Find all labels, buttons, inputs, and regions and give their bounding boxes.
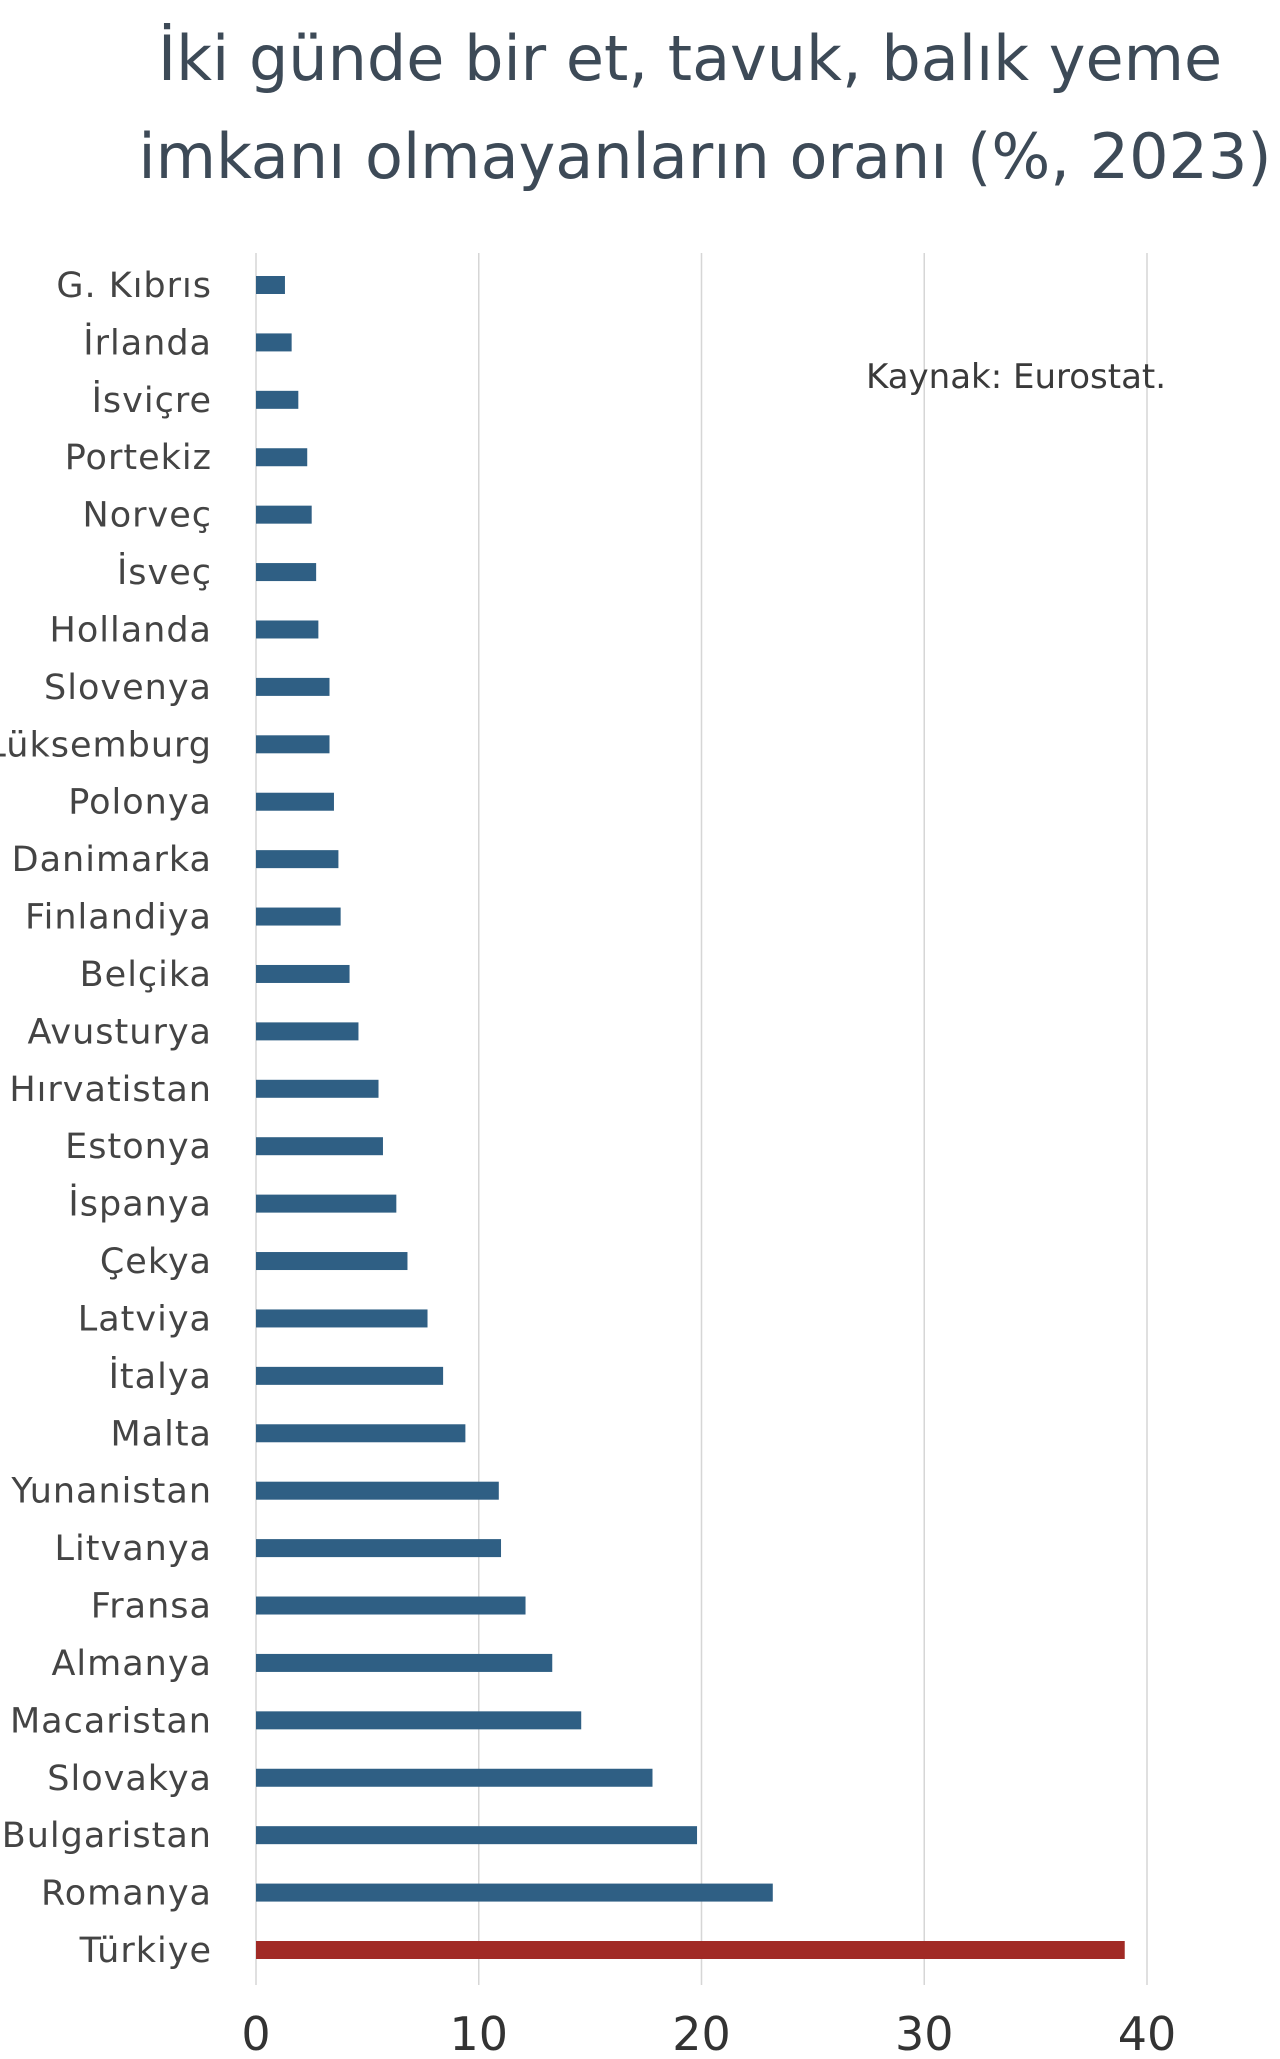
category-label: Macaristan	[10, 1701, 212, 1741]
bar-series	[256, 1194, 397, 1213]
category-label: Belçika	[80, 955, 212, 995]
bar-series	[256, 276, 285, 294]
category-label: İsveç	[117, 551, 212, 593]
bar-series	[256, 1309, 428, 1328]
category-label: Danimarka	[12, 840, 212, 880]
category-label: Latviya	[78, 1299, 212, 1339]
bar-series	[256, 1826, 698, 1845]
category-label: İtalya	[109, 1355, 212, 1397]
category-label: Çekya	[100, 1242, 212, 1282]
bar-series	[256, 1022, 359, 1041]
category-label: Malta	[110, 1414, 212, 1454]
bar-series	[256, 563, 317, 582]
x-tick-label: 20	[672, 2007, 731, 2059]
bar-series	[256, 1596, 526, 1615]
bar-series	[256, 1424, 466, 1443]
bar-series	[256, 1137, 383, 1156]
category-label: Romanya	[41, 1874, 212, 1914]
category-label: Slovenya	[44, 668, 212, 708]
x-tick-label: 0	[241, 2007, 270, 2059]
bar-series	[256, 1539, 502, 1558]
category-label: Norveç	[83, 496, 212, 536]
bar-series	[256, 505, 312, 524]
category-label: İspanya	[68, 1183, 212, 1225]
bar-highlight	[256, 1941, 1125, 1959]
category-label: Lüksemburg	[0, 725, 212, 765]
bar-series	[256, 1366, 444, 1385]
category-label: Slovakya	[47, 1759, 212, 1799]
category-label: Yunanistan	[10, 1472, 212, 1512]
category-label: Fransa	[91, 1587, 212, 1627]
category-label: Polonya	[68, 783, 212, 823]
chart-title-line-1: İki günde bir et, tavuk, balık yeme	[158, 22, 1222, 95]
bar-series	[256, 792, 334, 811]
bar-series	[256, 1711, 582, 1730]
bar-series	[256, 333, 292, 352]
category-label: Bulgaristan	[2, 1816, 212, 1856]
category-label: Almanya	[51, 1644, 212, 1684]
x-tick-label: 40	[1118, 2007, 1177, 2059]
bars	[256, 276, 1125, 1959]
x-axis-ticks: 0 10 20 30 40	[241, 2007, 1176, 2059]
category-label: Finlandiya	[25, 898, 212, 938]
category-label: Estonya	[65, 1127, 212, 1167]
category-label: İrlanda	[83, 321, 212, 363]
bar-series	[256, 1883, 773, 1902]
bar-series	[256, 1079, 379, 1098]
bar-series	[256, 677, 330, 696]
bar-series	[256, 448, 308, 467]
source-note: Kaynak: Eurostat.	[866, 357, 1166, 397]
x-tick-label: 10	[449, 2007, 508, 2059]
x-tick-label: 30	[895, 2007, 954, 2059]
category-label: G. Kıbrıs	[56, 266, 212, 306]
bar-series	[256, 1252, 408, 1271]
category-labels: G. Kıbrıs İrlanda İsviçre Portekiz Norveç İsv…	[0, 266, 212, 1971]
gridlines	[255, 253, 1148, 1985]
bar-series	[256, 735, 330, 754]
category-label: Portekiz	[65, 438, 212, 478]
category-label: Litvanya	[55, 1529, 212, 1569]
category-label: Hırvatistan	[9, 1070, 212, 1110]
category-label: Avusturya	[28, 1012, 212, 1052]
category-label: Hollanda	[50, 610, 212, 650]
chart-title-line-2: imkanı olmayanların oranı (%, 2023)	[138, 120, 1271, 193]
bar-series	[256, 907, 341, 926]
category-label: Türkiye	[79, 1931, 212, 1971]
bar-series	[256, 390, 299, 409]
bar-series	[256, 964, 350, 983]
bar-series	[256, 1768, 653, 1787]
bar-series	[256, 1481, 499, 1500]
bar-series	[256, 620, 319, 639]
bar-series	[256, 1653, 553, 1672]
bar-series	[256, 850, 339, 869]
category-label: İsviçre	[92, 379, 212, 421]
